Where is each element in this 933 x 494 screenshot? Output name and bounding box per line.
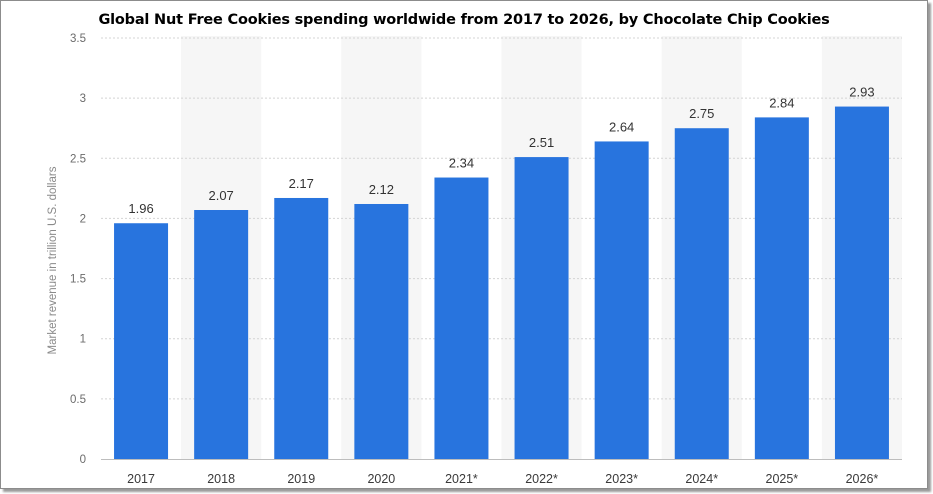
x-tick-label: 2018 [207, 472, 235, 486]
x-tick-label: 2019 [287, 472, 315, 486]
x-tick-label: 2025* [766, 472, 799, 486]
data-label: 2.34 [449, 156, 474, 171]
x-tick-label: 2023* [605, 472, 638, 486]
data-label: 2.12 [369, 182, 394, 197]
data-label: 2.84 [769, 95, 794, 110]
bar [354, 203, 409, 459]
bar [594, 141, 649, 459]
y-tick-label: 1.5 [70, 274, 86, 286]
x-tick-label: 2022* [525, 472, 558, 486]
y-tick-label: 3.5 [70, 33, 86, 45]
x-tick-label: 2024* [685, 472, 718, 486]
y-tick-label: 2.5 [70, 153, 86, 165]
y-tick-label: 1 [80, 334, 86, 346]
y-tick-label: 0.5 [70, 394, 86, 406]
y-axis-ticks: 0 0.5 1 1.5 2 2.5 3 3.5 [70, 33, 86, 466]
y-tick-label: 2 [80, 213, 86, 225]
chart-title: Global Nut Free Cookies spending worldwi… [98, 12, 830, 28]
bar [194, 210, 249, 459]
data-label: 2.51 [529, 135, 554, 150]
data-label: 2.07 [208, 188, 233, 203]
data-label: 2.64 [609, 119, 634, 134]
data-label: 2.17 [289, 176, 314, 191]
bar [274, 197, 329, 460]
x-tick-label: 2017 [127, 472, 155, 486]
y-axis-label: Market revenue in trillion U.S. dollars [47, 166, 59, 354]
bar [674, 128, 729, 459]
x-axis-ticks: 2017 2018 2019 2020 2021* 2022* 2023* 2024* 2025… [127, 472, 878, 486]
bar [834, 106, 889, 459]
y-tick-label: 3 [80, 93, 86, 105]
bar [434, 177, 489, 459]
data-label: 2.93 [849, 85, 874, 100]
data-label: 1.96 [128, 201, 153, 216]
bars [114, 106, 889, 460]
data-labels: 1.96 2.07 2.17 2.12 2.34 2.51 2.64 2.75 2.84 2.93 [128, 85, 874, 217]
bar [754, 117, 809, 459]
data-label: 2.75 [689, 106, 714, 121]
x-tick-label: 2020 [367, 472, 395, 486]
y-tick-label: 0 [80, 454, 86, 466]
bar [114, 223, 169, 459]
x-tick-label: 2026* [846, 472, 879, 486]
x-tick-label: 2021* [445, 472, 478, 486]
bar [514, 157, 569, 459]
